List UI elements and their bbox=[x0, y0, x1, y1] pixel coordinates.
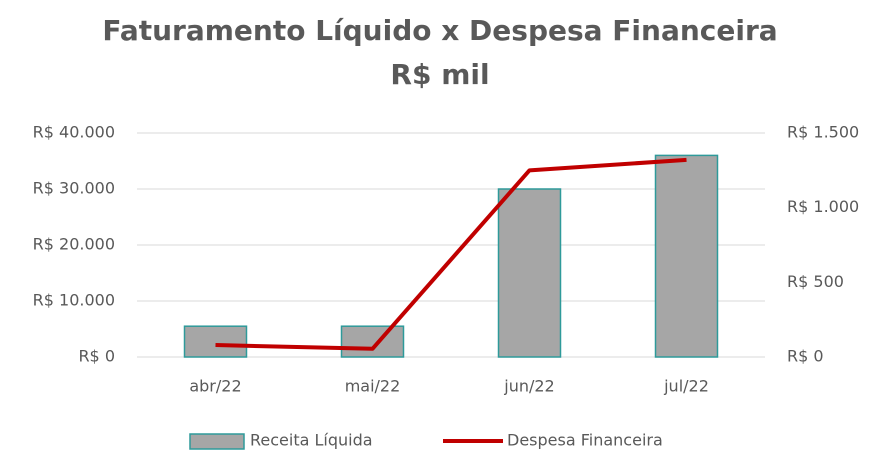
y-tick-label: R$ 10.000 bbox=[33, 291, 115, 310]
chart-subtitle: R$ mil bbox=[390, 58, 489, 91]
line bbox=[215, 157, 687, 351]
legend-label: Despesa Financeira bbox=[507, 431, 663, 450]
y2-tick-label: R$ 1.500 bbox=[787, 123, 859, 142]
y-tick-label: R$ 30.000 bbox=[33, 179, 115, 198]
bar bbox=[497, 188, 562, 358]
x-tick-label: jul/22 bbox=[663, 377, 709, 396]
bar bbox=[340, 325, 405, 358]
bar bbox=[183, 325, 248, 358]
y2-tick-label: R$ 0 bbox=[787, 347, 824, 366]
x-tick-label: abr/22 bbox=[189, 377, 241, 396]
x-tick-label: mai/22 bbox=[345, 377, 401, 396]
x-tick-label: jun/22 bbox=[503, 377, 554, 396]
y-tick-label: R$ 0 bbox=[78, 347, 115, 366]
y2-tick-label: R$ 500 bbox=[787, 272, 844, 291]
chart-title: Faturamento Líquido x Despesa Financeira bbox=[102, 14, 777, 47]
legend-swatch bbox=[189, 433, 245, 450]
y-tick-label: R$ 40.000 bbox=[33, 123, 115, 142]
y2-tick-label: R$ 1.000 bbox=[787, 197, 859, 216]
legend-label: Receita Líquida bbox=[250, 431, 373, 450]
bar bbox=[654, 154, 719, 358]
y-tick-label: R$ 20.000 bbox=[33, 235, 115, 254]
